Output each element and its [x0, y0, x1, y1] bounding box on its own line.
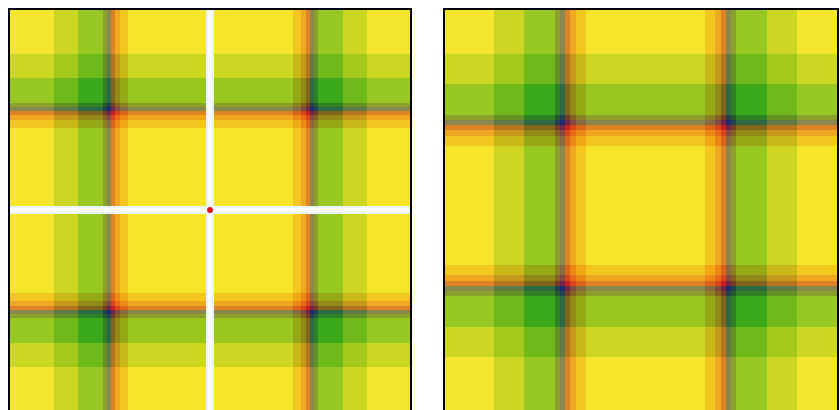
plaid-band [444, 281, 838, 286]
plaid-band [444, 265, 838, 275]
plaid-band [444, 84, 838, 115]
plaid-band [444, 54, 838, 84]
plaid-band [444, 291, 838, 296]
plaid-band [444, 130, 838, 136]
plaid-band [444, 125, 838, 130]
screenshot [0, 0, 840, 410]
center-point [207, 207, 213, 213]
plaid-band [444, 136, 838, 146]
plaid-band [444, 146, 838, 265]
plaid-band [444, 327, 838, 357]
plaid-band [444, 120, 838, 125]
plaid-band [444, 296, 838, 327]
plaid-band [444, 115, 838, 120]
plaid-band [444, 9, 838, 54]
right-panel [444, 9, 838, 410]
plaid-band [444, 357, 838, 410]
plaid-band [444, 286, 838, 291]
plaid-band [444, 275, 838, 281]
